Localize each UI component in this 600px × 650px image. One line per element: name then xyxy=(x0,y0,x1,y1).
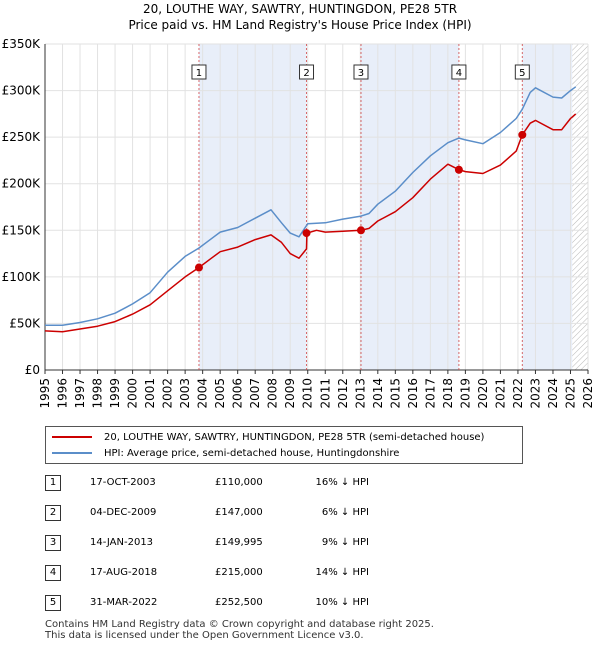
footer-licence: This data is licensed under the Open Gov… xyxy=(45,630,364,641)
legend-label-property: 20, LOUTHE WAY, SAWTRY, HUNTINGDON, PE28… xyxy=(104,431,485,443)
sale-point xyxy=(518,130,527,139)
x-tick-label: 2012 xyxy=(336,378,350,409)
sale-date: 17-AUG-2018 xyxy=(90,567,158,578)
sale-number-badge: 5 xyxy=(45,595,61,611)
sale-number-badge: 4 xyxy=(45,565,61,581)
x-tick-label: 2014 xyxy=(371,378,385,409)
sale-date: 31-MAR-2022 xyxy=(90,597,158,608)
x-tick-label: 2010 xyxy=(301,378,315,409)
sale-hpi-diff: 16% ↓ HPI xyxy=(315,477,369,488)
x-tick-label: 2013 xyxy=(353,378,367,409)
legend-swatch-hpi xyxy=(52,452,92,454)
x-tick-label: 2024 xyxy=(546,378,560,409)
x-tick-label: 2022 xyxy=(511,378,525,409)
x-tick-label: 2023 xyxy=(528,378,542,409)
table-row: 4 17-AUG-2018 £215,000 14% ↓ HPI xyxy=(45,565,545,585)
y-tick-label: £300K xyxy=(2,84,42,98)
x-tick-label: 2006 xyxy=(231,378,245,409)
footer-copyright: Contains HM Land Registry data © Crown c… xyxy=(45,619,434,630)
x-tick-label: 2003 xyxy=(178,378,192,409)
sale-price: £110,000 xyxy=(215,477,263,488)
sale-point xyxy=(194,263,203,272)
legend-item-property: 20, LOUTHE WAY, SAWTRY, HUNTINGDON, PE28… xyxy=(52,429,484,445)
y-tick-label: £250K xyxy=(2,130,42,144)
sale-number-badge: 3 xyxy=(45,535,61,551)
sale-point xyxy=(302,229,311,238)
table-row: 1 17-OCT-2003 £110,000 16% ↓ HPI xyxy=(45,475,545,495)
sale-point xyxy=(356,226,365,235)
ownership-shade xyxy=(522,44,573,370)
sale-price: £252,500 xyxy=(215,597,263,608)
x-tick-label: 2016 xyxy=(406,378,420,409)
sale-marker-number: 2 xyxy=(303,68,309,79)
sale-hpi-diff: 14% ↓ HPI xyxy=(315,567,369,578)
y-tick-label: £200K xyxy=(2,177,42,191)
price-chart: £0 £50K £100K £150K £200K £250K £300K £350K 1995… xyxy=(2,37,595,409)
x-tick-label: 1995 xyxy=(38,378,52,409)
footer: Contains HM Land Registry data © Crown c… xyxy=(45,619,434,641)
x-tick-label: 2020 xyxy=(476,378,490,409)
sale-marker-box xyxy=(191,64,207,80)
x-tick-label: 1997 xyxy=(73,378,87,409)
sale-marker-box xyxy=(353,64,369,80)
sale-point xyxy=(454,165,463,174)
sale-date: 04-DEC-2009 xyxy=(90,507,157,518)
x-tick-label: 2001 xyxy=(143,378,157,409)
x-tick-label: 2025 xyxy=(563,378,577,409)
sale-price: £215,000 xyxy=(215,567,263,578)
table-row: 3 14-JAN-2013 £149,995 9% ↓ HPI xyxy=(45,535,545,555)
y-tick-label: £100K xyxy=(2,270,42,284)
table-row: 5 31-MAR-2022 £252,500 10% ↓ HPI xyxy=(45,595,545,615)
sale-marker-number: 4 xyxy=(456,68,462,79)
x-tick-label: 2019 xyxy=(458,378,472,409)
sale-hpi-diff: 6% ↓ HPI xyxy=(321,507,369,518)
sale-marker-box xyxy=(451,64,467,80)
sale-date: 17-OCT-2003 xyxy=(90,477,156,488)
sale-hpi-diff: 10% ↓ HPI xyxy=(315,597,369,608)
legend: 20, LOUTHE WAY, SAWTRY, HUNTINGDON, PE28… xyxy=(45,426,523,464)
x-tick-label: 2026 xyxy=(581,378,595,409)
legend-item-hpi: HPI: Average price, semi-detached house,… xyxy=(52,445,399,461)
forecast-hatch xyxy=(572,44,588,370)
y-tick-label: £350K xyxy=(2,37,42,51)
sale-marker-number: 5 xyxy=(519,68,525,79)
ownership-shade xyxy=(198,44,307,370)
sale-marker-box xyxy=(514,64,530,80)
sale-price: £147,000 xyxy=(215,507,263,518)
x-tick-label: 2000 xyxy=(126,378,140,409)
x-tick-label: 2002 xyxy=(161,378,175,409)
sale-marker-box xyxy=(299,64,315,80)
x-tick-label: 2008 xyxy=(266,378,280,409)
y-tick-label: £50K xyxy=(9,316,41,330)
sale-marker-number: 3 xyxy=(358,68,364,79)
sale-number-badge: 1 xyxy=(45,475,61,491)
hpi-line xyxy=(45,86,577,327)
legend-label-hpi: HPI: Average price, semi-detached house,… xyxy=(104,447,400,459)
x-tick-label: 2017 xyxy=(423,378,437,409)
property-price-line xyxy=(44,113,577,333)
x-tick-label: 2011 xyxy=(318,378,332,409)
x-tick-label: 2009 xyxy=(283,378,297,409)
x-tick-label: 2004 xyxy=(196,378,210,409)
sale-hpi-diff: 9% ↓ HPI xyxy=(321,537,369,548)
chart-title: 20, LOUTHE WAY, SAWTRY, HUNTINGDON, PE28… xyxy=(142,2,458,16)
x-tick-label: 1996 xyxy=(56,378,70,409)
y-tick-label: £150K xyxy=(2,223,42,237)
x-tick-label: 1998 xyxy=(91,378,105,409)
sale-marker-number: 1 xyxy=(196,68,202,79)
x-tick-label: 2005 xyxy=(213,378,227,409)
x-tick-label: 2007 xyxy=(248,378,262,409)
chart-subtitle: Price paid vs. HM Land Registry's House … xyxy=(128,18,472,32)
plot-area xyxy=(45,44,588,370)
x-tick-label: 1999 xyxy=(108,378,122,409)
sale-number-badge: 2 xyxy=(45,505,61,521)
table-row: 2 04-DEC-2009 £147,000 6% ↓ HPI xyxy=(45,505,545,525)
sale-price: £149,995 xyxy=(215,537,263,548)
x-tick-label: 2018 xyxy=(441,378,455,409)
x-tick-label: 2021 xyxy=(493,378,507,409)
legend-swatch-property xyxy=(52,436,92,438)
sale-date: 14-JAN-2013 xyxy=(90,537,154,548)
y-tick-label: £0 xyxy=(25,363,40,377)
x-tick-label: 2015 xyxy=(388,378,402,409)
